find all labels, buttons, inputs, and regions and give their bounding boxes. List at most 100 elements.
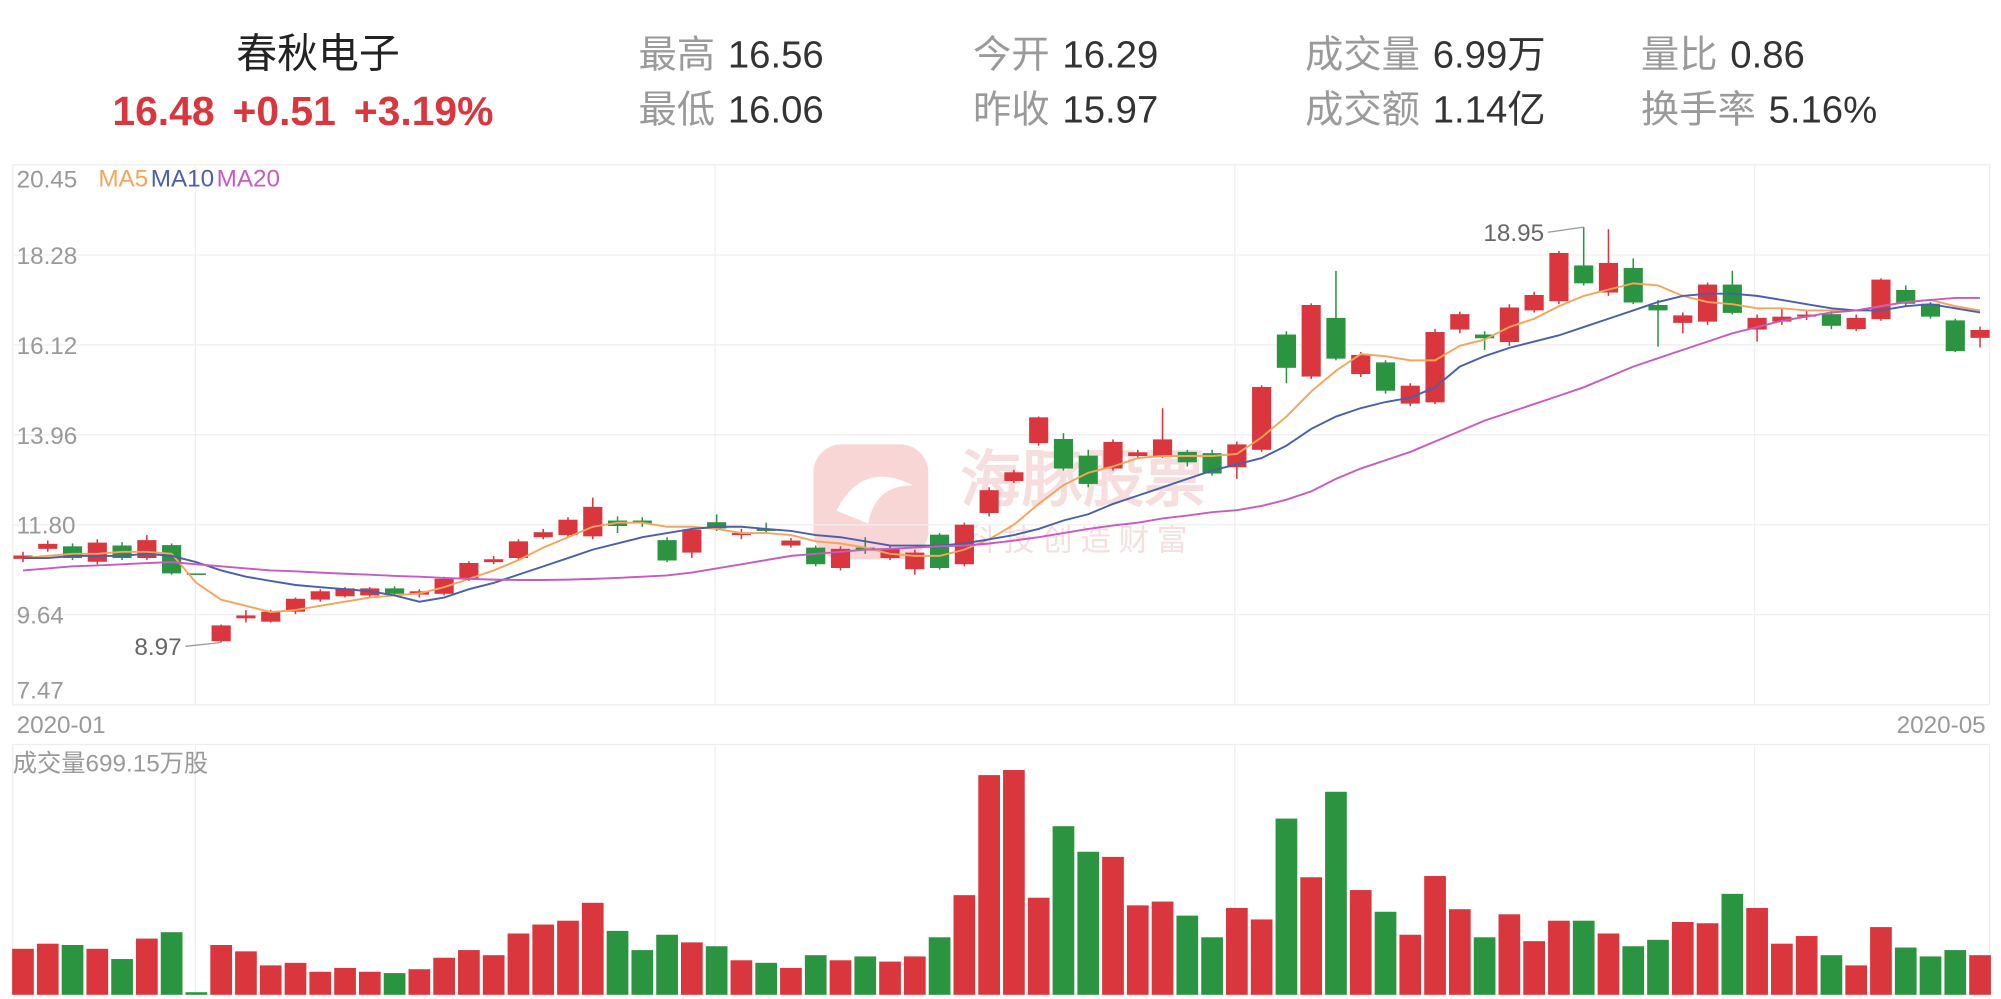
watermark-slogan: 科技创造财富: [965, 523, 1195, 557]
candle-body: [261, 611, 281, 622]
volume-bar: [1919, 956, 1942, 995]
volume-bar: [681, 942, 703, 995]
candle-body: [1549, 252, 1569, 302]
candle-body: [583, 506, 603, 537]
volume-bar: [210, 944, 233, 995]
volume-bar: [606, 930, 629, 995]
x-label: 2020-05: [1897, 712, 1986, 739]
volume-bar: [1052, 826, 1075, 995]
stat-value: 5.16%: [1769, 89, 1878, 132]
volume-bar: [1374, 911, 1397, 995]
volume-bar: [1820, 955, 1843, 995]
x-label: 2020-01: [17, 712, 106, 739]
candle-body: [1375, 362, 1396, 391]
y-tick-label: 20.45: [17, 167, 78, 194]
annotation-leader: [185, 641, 222, 647]
volume-bar: [1622, 946, 1645, 995]
volume-bar: [1870, 927, 1892, 995]
y-tick-label: 13.96: [17, 423, 78, 450]
candle-body: [1920, 303, 1941, 317]
candle-body: [1475, 334, 1495, 339]
candle-body: [162, 545, 182, 574]
volume-bar: [780, 967, 802, 995]
stat-label: 最低: [638, 89, 715, 132]
candle-body: [954, 524, 974, 565]
candle-body: [979, 490, 999, 514]
volume-bar: [1845, 965, 1868, 995]
candle-body: [1301, 304, 1321, 377]
volume-bar: [1498, 914, 1521, 995]
annotation: 18.95: [1483, 220, 1544, 247]
stat-value: 16.56: [728, 34, 824, 77]
volume-bar: [160, 932, 183, 995]
volume-bar: [631, 950, 654, 995]
y-tick-label: 7.47: [17, 678, 64, 705]
candle-body: [38, 543, 58, 549]
candle-body: [731, 533, 751, 536]
volume-bar: [482, 955, 505, 995]
candle-body: [1871, 279, 1891, 320]
candle-body: [657, 540, 677, 561]
volume-bar: [656, 934, 678, 995]
candle-body: [1004, 472, 1024, 482]
candle-body: [1970, 329, 1990, 338]
stat-value: 1.14亿: [1433, 89, 1546, 132]
candle-body: [1177, 451, 1197, 463]
candle-body: [1747, 317, 1767, 330]
candle-body: [310, 591, 330, 600]
volume-bar: [36, 943, 59, 995]
volume-bar: [953, 895, 976, 995]
candle-body: [830, 548, 851, 568]
annotation-leader: [1547, 226, 1584, 233]
candle-body: [385, 588, 405, 594]
y-tick-label: 18.28: [17, 243, 78, 270]
volume-bar: [1027, 897, 1050, 995]
volume-bar: [1894, 947, 1917, 995]
candle-body: [533, 532, 553, 538]
volume-bar: [1969, 955, 1991, 995]
volume-bar: [928, 937, 951, 995]
volume-bar: [1003, 770, 1025, 995]
y-tick-label: 11.80: [17, 513, 76, 540]
candle-body: [1821, 314, 1841, 326]
candle-body: [1772, 316, 1792, 322]
watermark-logo-mark: [836, 476, 914, 524]
volume-bar: [1647, 939, 1669, 995]
stat: 量比 0.86: [1641, 34, 1805, 77]
volume-bar: [1102, 856, 1124, 995]
volume-bar: [458, 950, 480, 995]
candle-body: [682, 529, 702, 553]
volume-bar: [1399, 934, 1422, 995]
volume-bar: [557, 920, 579, 995]
stat-value: 16.29: [1062, 34, 1158, 77]
volume-bar: [334, 967, 356, 995]
volume-bar: [309, 971, 332, 995]
stat-value: 15.97: [1062, 89, 1158, 132]
candle-body: [484, 559, 504, 563]
stat-label: 成交量: [1305, 34, 1420, 77]
candle-body: [1103, 441, 1123, 469]
candle-body: [1945, 320, 1965, 352]
price-line: 16.48 +0.51 +3.19%: [112, 88, 493, 134]
volume-bar: [755, 962, 778, 995]
volume-bar: [903, 956, 926, 995]
legend-entry: MA10: [151, 165, 214, 192]
candle-body: [707, 522, 727, 529]
volume-bar: [1300, 877, 1323, 995]
volume-bar: [1746, 907, 1768, 995]
stat-label: 昨收: [973, 89, 1050, 132]
volume-bar: [532, 924, 555, 995]
stat: 最高 16.56: [638, 34, 823, 77]
candle-body: [756, 528, 776, 531]
volume-bar: [829, 960, 852, 995]
ma-line: [22, 292, 1981, 603]
candle-body: [1450, 314, 1470, 330]
candle-body: [1326, 317, 1346, 359]
legend-entry: MA5: [98, 165, 148, 192]
volume-bar: [284, 962, 307, 995]
candle-body: [1623, 267, 1643, 303]
stat: 成交量 6.99万: [1305, 34, 1546, 77]
candle-body: [1574, 265, 1594, 284]
volume-bar: [1572, 920, 1595, 995]
